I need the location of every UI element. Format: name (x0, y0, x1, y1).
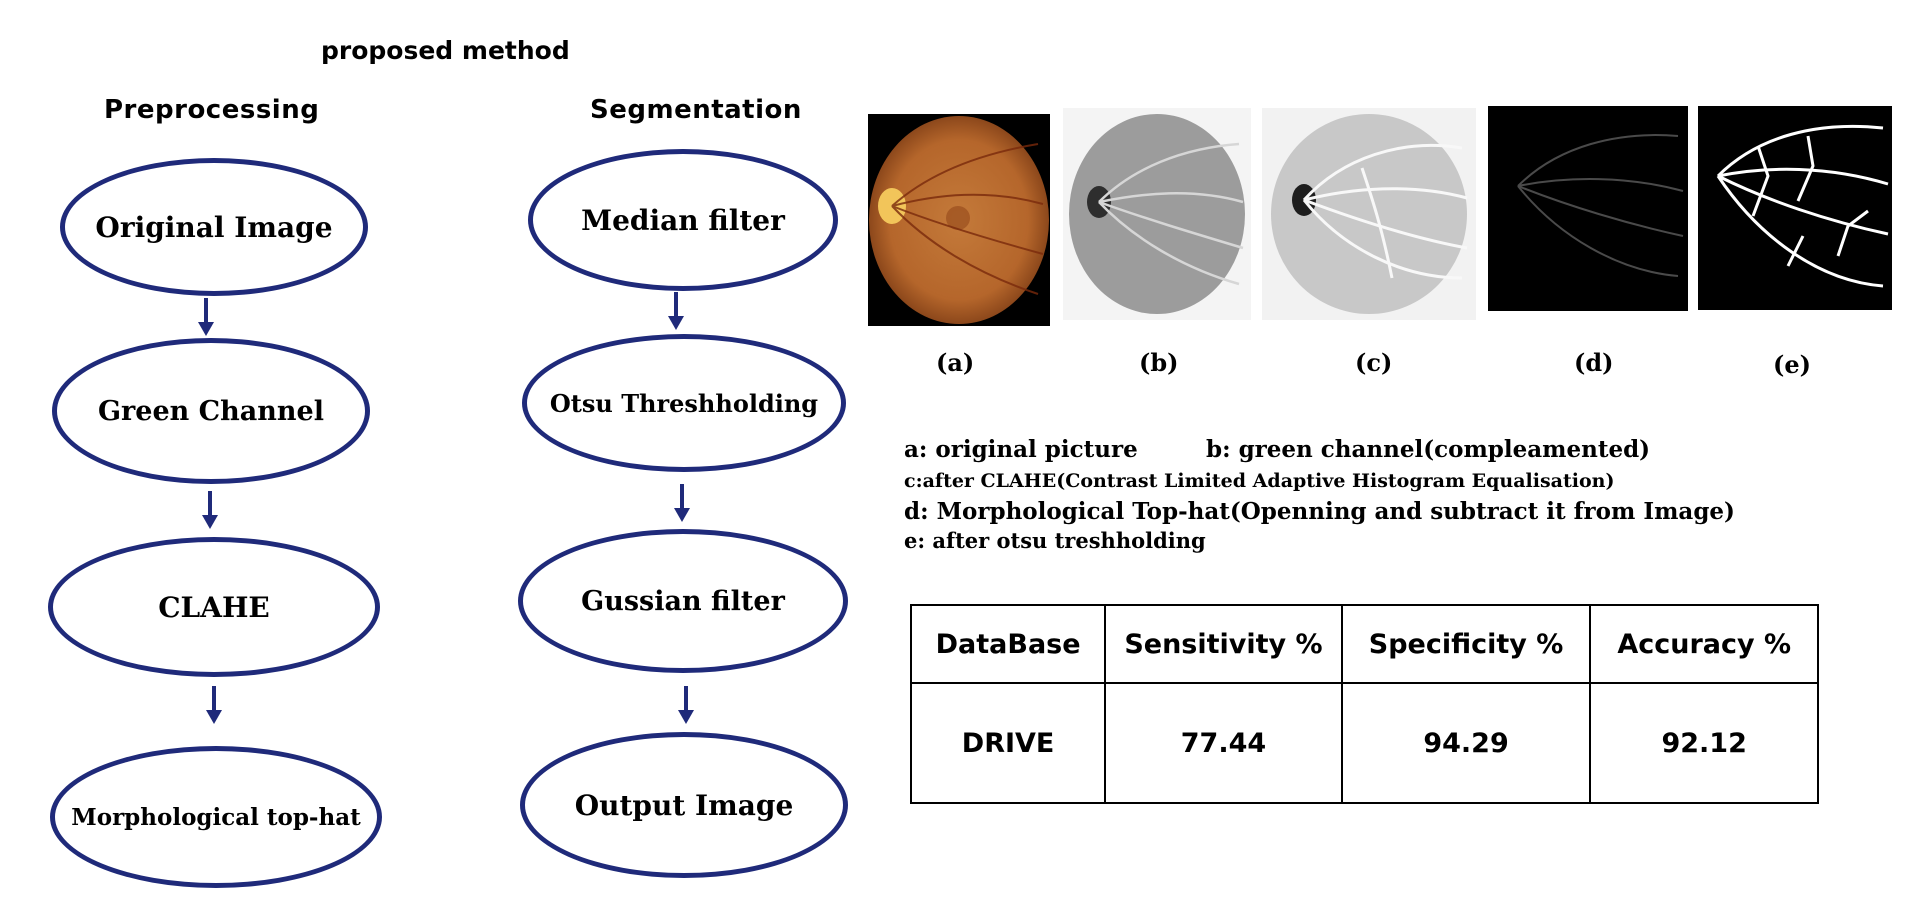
table-header-cell: Sensitivity % (1104, 604, 1343, 684)
legend-d: d: Morphological Top-hat(Openning and su… (904, 498, 1735, 525)
node-morphological-top-hat: Morphological top-hat (50, 746, 382, 888)
fundus-image-green-channel (1063, 108, 1251, 320)
node-label: Gussian filter (581, 585, 785, 617)
preprocessing-heading: Preprocessing (104, 95, 320, 125)
table-cell: 77.44 (1104, 682, 1343, 804)
arrow-down-icon (198, 298, 214, 336)
node-clahe: CLAHE (48, 537, 380, 677)
arrow-down-icon (206, 686, 222, 724)
legend-e: e: after otsu treshholding (904, 528, 1206, 553)
node-label: Green Channel (98, 395, 324, 427)
table-header-row: DataBase Sensitivity % Specificity % Acc… (909, 604, 1819, 684)
node-label: Otsu Threshholding (549, 388, 819, 418)
node-green-channel: Green Channel (52, 338, 370, 484)
caption-c: (c) (1355, 348, 1393, 377)
arrow-down-icon (202, 491, 218, 529)
caption-b: (b) (1139, 348, 1179, 377)
diagram-title: proposed method (321, 36, 570, 65)
results-table: DataBase Sensitivity % Specificity % Acc… (909, 604, 1819, 804)
arrow-down-icon (674, 484, 690, 522)
table-cell: DRIVE (909, 682, 1107, 804)
table-header-cell: Accuracy % (1589, 604, 1819, 684)
node-original-image: Original Image (60, 158, 368, 296)
node-label: Original Image (95, 210, 333, 244)
caption-a: (a) (936, 348, 975, 377)
caption-e: (e) (1773, 350, 1811, 379)
node-gussian-filter: Gussian filter (518, 529, 848, 673)
legend-b: b: green channel(compleamented) (1206, 436, 1651, 463)
node-label: Median filter (581, 203, 785, 237)
table-header-cell: Specificity % (1340, 604, 1592, 684)
table-header-cell: DataBase (909, 604, 1107, 684)
node-output-image: Output Image (520, 732, 848, 878)
fundus-image-clahe (1262, 108, 1476, 320)
node-label: CLAHE (158, 590, 270, 624)
node-median-filter: Median filter (528, 149, 838, 291)
arrow-down-icon (668, 292, 684, 330)
fundus-image-otsu (1698, 106, 1892, 310)
node-label: Morphological top-hat (71, 803, 361, 831)
legend-c: c:after CLAHE(Contrast Limited Adaptive … (904, 470, 1615, 492)
segmentation-heading: Segmentation (590, 95, 802, 125)
table-row: DRIVE 77.44 94.29 92.12 (909, 682, 1819, 804)
node-otsu-threshholding: Otsu Threshholding (522, 334, 846, 472)
fundus-image-original (868, 114, 1050, 326)
legend-a: a: original picture (904, 436, 1138, 463)
table-cell: 94.29 (1340, 682, 1592, 804)
fundus-image-top-hat (1488, 106, 1688, 311)
table-cell: 92.12 (1589, 682, 1819, 804)
caption-d: (d) (1574, 348, 1614, 377)
node-label: Output Image (574, 788, 794, 822)
arrow-down-icon (678, 686, 694, 724)
